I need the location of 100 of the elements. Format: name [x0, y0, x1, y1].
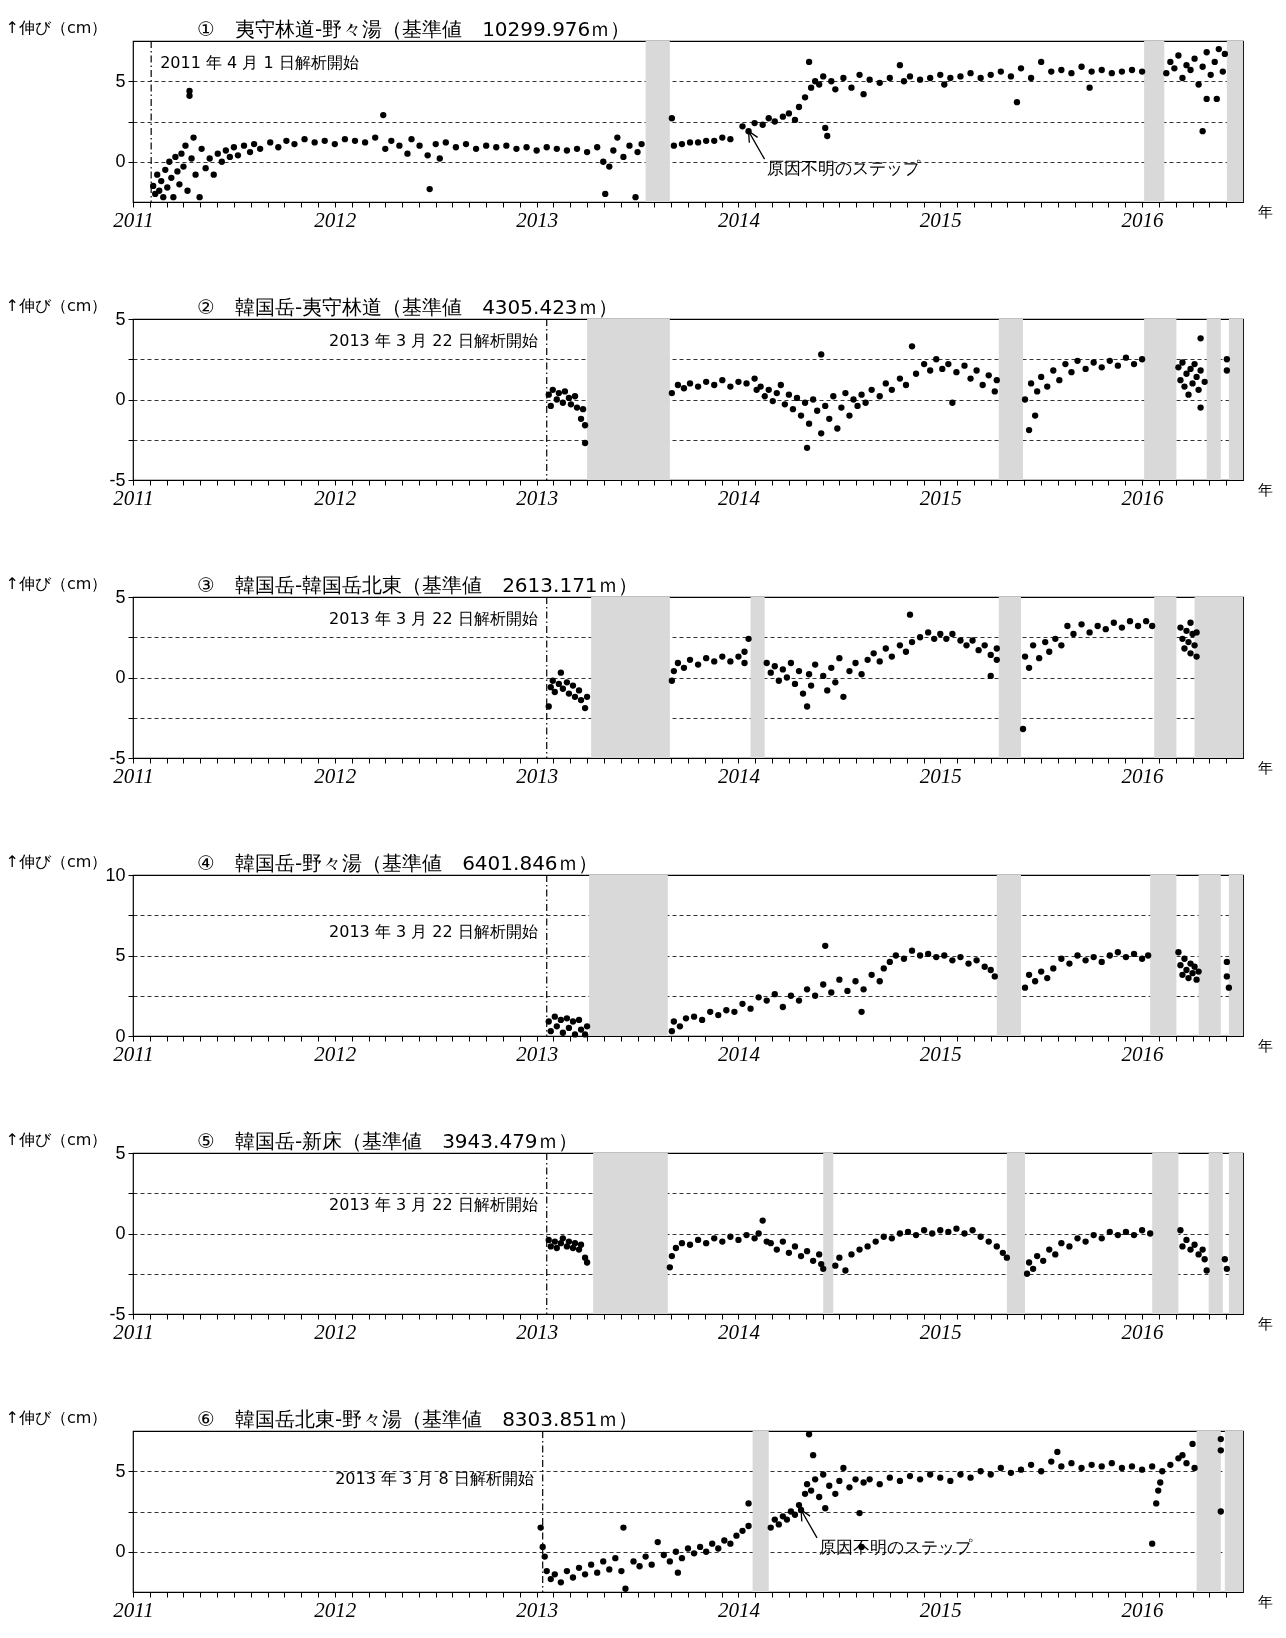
point	[1195, 968, 1202, 975]
x-axis-title: 年	[1257, 1592, 1273, 1611]
point	[1219, 68, 1226, 75]
x-tick-label: 2014	[717, 1597, 761, 1622]
x-tick-label: 2011	[113, 1597, 154, 1622]
point	[1177, 624, 1184, 631]
x-tick-label: 2016	[1121, 207, 1165, 232]
x-axis-title: 年	[1257, 1314, 1273, 1333]
point	[1189, 380, 1196, 387]
point	[1181, 645, 1188, 652]
x-tick-label: 2012	[314, 1319, 357, 1344]
y-axis-title: ↑伸び（cm）	[5, 573, 108, 593]
point	[1191, 642, 1198, 649]
x-tick-label: 2013	[516, 485, 559, 510]
point	[1211, 58, 1218, 66]
x-tick-label: 2012	[314, 1597, 357, 1622]
ref-line-label: 2013 年 3 月 22 日解析開始	[329, 1195, 538, 1214]
point	[1191, 360, 1198, 368]
x-tick-label: 2013	[516, 207, 559, 232]
x-tick-label: 2014	[717, 485, 761, 510]
point	[1187, 619, 1194, 626]
point	[1193, 373, 1200, 381]
point	[1187, 66, 1194, 74]
point	[1175, 949, 1182, 956]
y-tick-label: 10	[105, 864, 126, 885]
point	[1221, 50, 1228, 58]
x-tick-label: 2013	[516, 1597, 559, 1622]
x-tick-label: 2014	[717, 207, 761, 232]
point	[1213, 95, 1220, 103]
x-tick-label: 2012	[314, 1041, 357, 1066]
point	[1199, 63, 1206, 70]
x-tick-label: 2015	[919, 763, 962, 788]
x-tick-label: 2014	[717, 1319, 761, 1344]
point	[1203, 49, 1210, 56]
x-axis-title: 年	[1257, 202, 1273, 221]
point	[1171, 65, 1178, 72]
x-tick-label: 2015	[919, 1041, 962, 1066]
y-tick-label: 5	[115, 1142, 126, 1163]
y-tick-label: 0	[115, 151, 126, 172]
point	[1167, 58, 1174, 66]
x-tick-label: 2016	[1121, 485, 1165, 510]
point	[1183, 61, 1190, 69]
point	[1175, 364, 1182, 371]
point	[1181, 955, 1188, 962]
x-axis-title: 年	[1257, 1036, 1273, 1055]
x-tick-label: 2016	[1121, 1041, 1165, 1066]
point	[1177, 962, 1184, 969]
y-tick-label: 5	[115, 1460, 126, 1481]
chart-title: ① 夷守林道-野々湯（基準値 10299.976ｍ）	[197, 17, 631, 41]
chart-title: ② 韓国岳-夷守林道（基準値 4305.423ｍ）	[197, 295, 618, 319]
point	[1193, 629, 1200, 636]
y-tick-label: 0	[115, 389, 126, 409]
point	[1163, 70, 1170, 77]
point	[1183, 370, 1190, 377]
point	[1185, 638, 1192, 646]
point	[1177, 377, 1184, 384]
point	[1199, 128, 1206, 135]
point	[1195, 81, 1202, 88]
point	[1201, 378, 1208, 385]
x-tick-label: 2012	[314, 763, 357, 788]
point	[1197, 367, 1204, 374]
x-tick-label: 2013	[516, 1041, 559, 1066]
point	[1179, 359, 1186, 366]
x-tick-label: 2013	[516, 1319, 559, 1344]
point	[1185, 391, 1192, 398]
y-tick-label: 5	[115, 945, 126, 965]
x-tick-label: 2014	[717, 763, 761, 788]
point	[1215, 45, 1222, 53]
point	[1187, 650, 1194, 657]
chart-title: ⑥ 韓国岳北東-野々湯（基準値 8303.851ｍ）	[197, 1407, 638, 1431]
x-axis-title: 年	[1257, 758, 1273, 777]
ref-line-label: 2011 年 4 月 1 日解析開始	[160, 53, 359, 72]
point	[1181, 383, 1188, 390]
point	[1195, 386, 1202, 393]
x-tick-label: 2013	[516, 763, 559, 788]
y-tick-label: 0	[115, 1541, 126, 1562]
x-tick-label: 2015	[919, 1319, 962, 1344]
chart-title: ④ 韓国岳-野々湯（基準値 6401.846ｍ）	[197, 851, 598, 875]
point	[1203, 95, 1210, 103]
point	[1179, 971, 1186, 978]
point	[1187, 365, 1194, 373]
y-axis-title: ↑伸び（cm）	[5, 295, 108, 315]
point	[1189, 970, 1196, 977]
y-axis-title: ↑伸び（cm）	[5, 851, 108, 871]
x-tick-label: 2011	[113, 207, 154, 232]
x-tick-label: 2016	[1121, 1319, 1165, 1344]
x-tick-label: 2012	[314, 485, 357, 510]
ref-line-label: 2013 年 3 月 22 日解析開始	[329, 609, 538, 628]
point	[1191, 963, 1198, 970]
x-tick-label: 2015	[919, 485, 962, 510]
y-axis-title: ↑伸び（cm）	[5, 1407, 108, 1427]
point	[1179, 635, 1186, 643]
x-tick-label: 2016	[1121, 763, 1165, 788]
y-axis-title: ↑伸び（cm）	[5, 17, 108, 37]
point	[1193, 976, 1200, 983]
chart-title: ⑤ 韓国岳-新床（基準値 3943.479ｍ）	[197, 1129, 578, 1153]
point	[1193, 653, 1200, 660]
x-tick-label: 2012	[314, 207, 357, 232]
ref-line-label: 2013 年 3 月 22 日解析開始	[329, 331, 538, 350]
x-tick-label: 2014	[717, 1041, 761, 1066]
